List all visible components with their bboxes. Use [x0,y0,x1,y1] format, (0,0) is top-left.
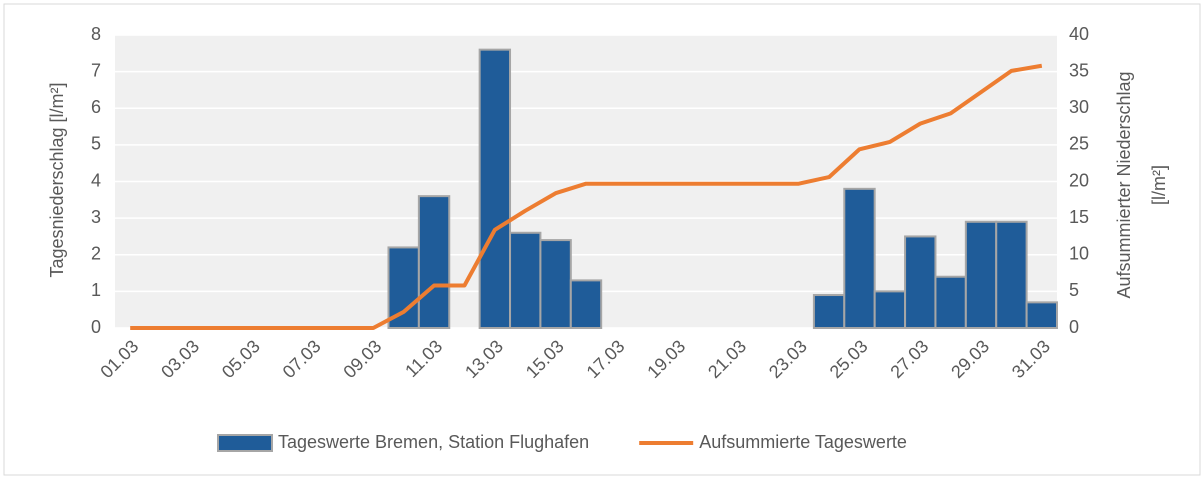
y-tick-label: 5 [91,134,101,154]
y2-tick-label: 10 [1069,244,1089,264]
y-tick-label: 2 [91,244,101,264]
bar [843,187,876,329]
legend-swatch [217,434,273,452]
y2-tick-label: 15 [1069,207,1089,227]
y-tick-label: 4 [91,170,101,190]
y2-tick-label: 35 [1069,60,1089,80]
legend-label: Tageswerte Bremen, Station Flughafen [278,432,589,452]
bar [873,290,907,329]
bar [417,195,451,329]
y-tick-label: 8 [91,24,101,44]
bar [964,220,998,330]
bar [904,235,937,329]
bar [934,275,967,330]
y2-axis-label: [l/m²] [1149,165,1169,205]
y2-tick-label: 5 [1069,280,1079,300]
bar [509,231,542,329]
y2-axis-label: Aufsummierter Niederschlag [1114,71,1134,298]
bar [1025,301,1059,329]
y-tick-label: 3 [91,207,101,227]
legend-label: Aufsummierte Tageswerte [699,432,907,452]
y2-tick-label: 25 [1069,134,1089,154]
y-tick-label: 1 [91,280,101,300]
bar [478,48,512,330]
bar [569,279,603,330]
y2-tick-label: 40 [1069,24,1089,44]
y-axis-label: Tagesniederschlag [l/m²] [47,82,67,277]
line [130,63,1043,330]
y-tick-label: 7 [91,60,101,80]
y2-tick-label: 0 [1069,317,1079,337]
bar [387,246,420,329]
bar [539,239,572,330]
y-tick-label: 0 [91,317,101,337]
y2-tick-label: 30 [1069,97,1089,117]
y-tick-label: 6 [91,97,101,117]
bar [812,294,846,330]
bar [995,220,1028,330]
y2-tick-label: 20 [1069,170,1089,190]
